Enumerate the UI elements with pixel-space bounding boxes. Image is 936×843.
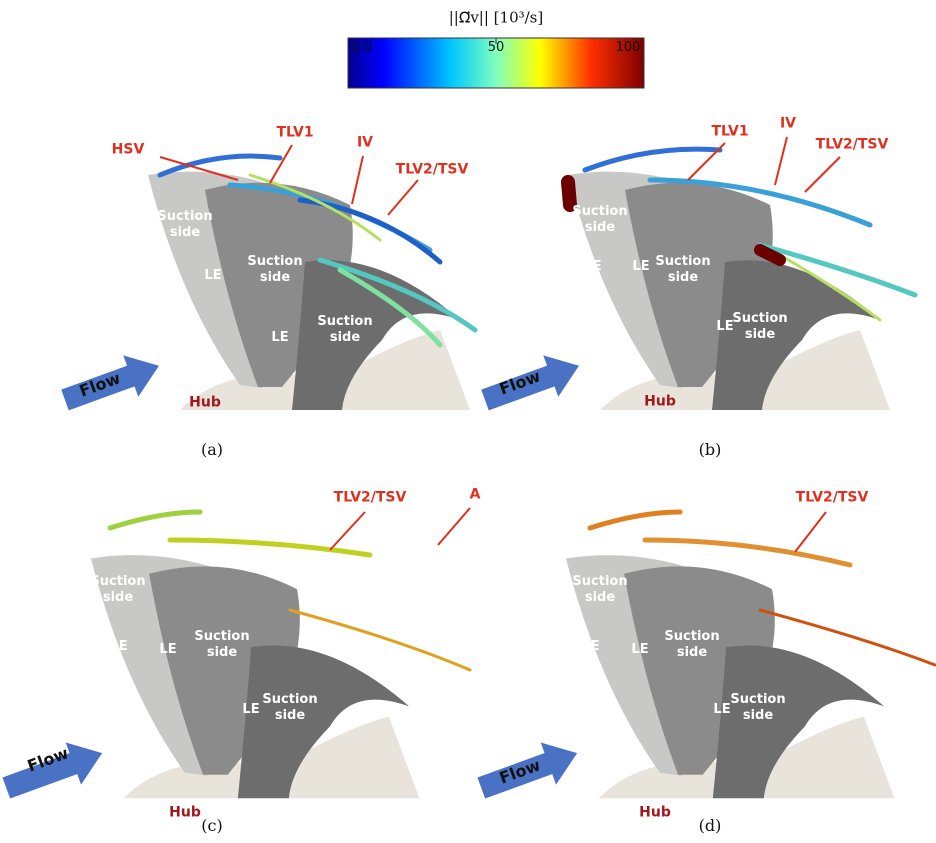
hub-label: Hub bbox=[644, 393, 676, 410]
panel-b-art bbox=[477, 136, 918, 421]
panel-caption: (c) bbox=[201, 816, 223, 835]
blade-label: Suction side bbox=[194, 628, 250, 660]
annotation: TLV2/TSV bbox=[333, 489, 407, 506]
colorbar bbox=[347, 37, 645, 89]
blade-label: LE bbox=[716, 318, 734, 334]
panel-caption: (b) bbox=[698, 440, 722, 459]
blade-label: Suction side bbox=[732, 310, 788, 342]
panel-caption: (d) bbox=[698, 816, 722, 835]
colorbar-title: ||Ω⃗v|| [10³/s] bbox=[448, 8, 544, 27]
annotation: TLV2/TSV bbox=[815, 136, 889, 153]
blade-label: LE bbox=[632, 258, 650, 274]
blade-label: LE bbox=[584, 258, 602, 274]
hub-label: Hub bbox=[169, 804, 201, 821]
hub-label: Hub bbox=[639, 804, 671, 821]
blade-label: Suction side bbox=[572, 573, 628, 605]
annotation: IV bbox=[779, 115, 797, 132]
blade-label: LE bbox=[159, 641, 177, 657]
blade-label: Suction side bbox=[157, 208, 213, 240]
colorbar-tick-label: 0.0 bbox=[351, 39, 373, 55]
panel-caption: (a) bbox=[200, 440, 224, 459]
colorbar-tick-label: 100 bbox=[615, 39, 641, 55]
annotation: TLV2/TSV bbox=[395, 161, 469, 178]
panel-c-art bbox=[0, 507, 472, 810]
annotation: TLV2/TSV bbox=[795, 489, 869, 506]
blade-label: LE bbox=[110, 638, 128, 654]
blade-label: LE bbox=[271, 329, 289, 345]
annotation: IV bbox=[356, 134, 374, 151]
blade-label: LE bbox=[713, 701, 731, 717]
blade-label: LE bbox=[582, 638, 600, 654]
blade-label: LE bbox=[631, 641, 649, 657]
panel-a-art bbox=[57, 144, 478, 421]
panel-d-art bbox=[473, 509, 936, 810]
blade-label: Suction side bbox=[317, 313, 373, 345]
blade-label: Suction side bbox=[90, 573, 146, 605]
blade-label: Suction side bbox=[664, 628, 720, 660]
blade-label: LE bbox=[242, 701, 260, 717]
hub-label: Hub bbox=[189, 394, 221, 411]
blade-label: Suction side bbox=[262, 691, 318, 723]
annotation: HSV bbox=[111, 141, 145, 158]
colorbar-tick-label: 50 bbox=[487, 39, 505, 55]
blade-label: LE bbox=[156, 263, 174, 279]
blade-label: Suction side bbox=[572, 203, 628, 235]
blade-label: Suction side bbox=[247, 253, 303, 285]
annotation: TLV1 bbox=[276, 124, 314, 141]
annotation: TLV1 bbox=[711, 123, 749, 140]
annotation: A bbox=[469, 486, 481, 503]
blade-label: Suction side bbox=[730, 691, 786, 723]
blade-label: Suction side bbox=[655, 253, 711, 285]
blade-label: LE bbox=[204, 267, 222, 283]
